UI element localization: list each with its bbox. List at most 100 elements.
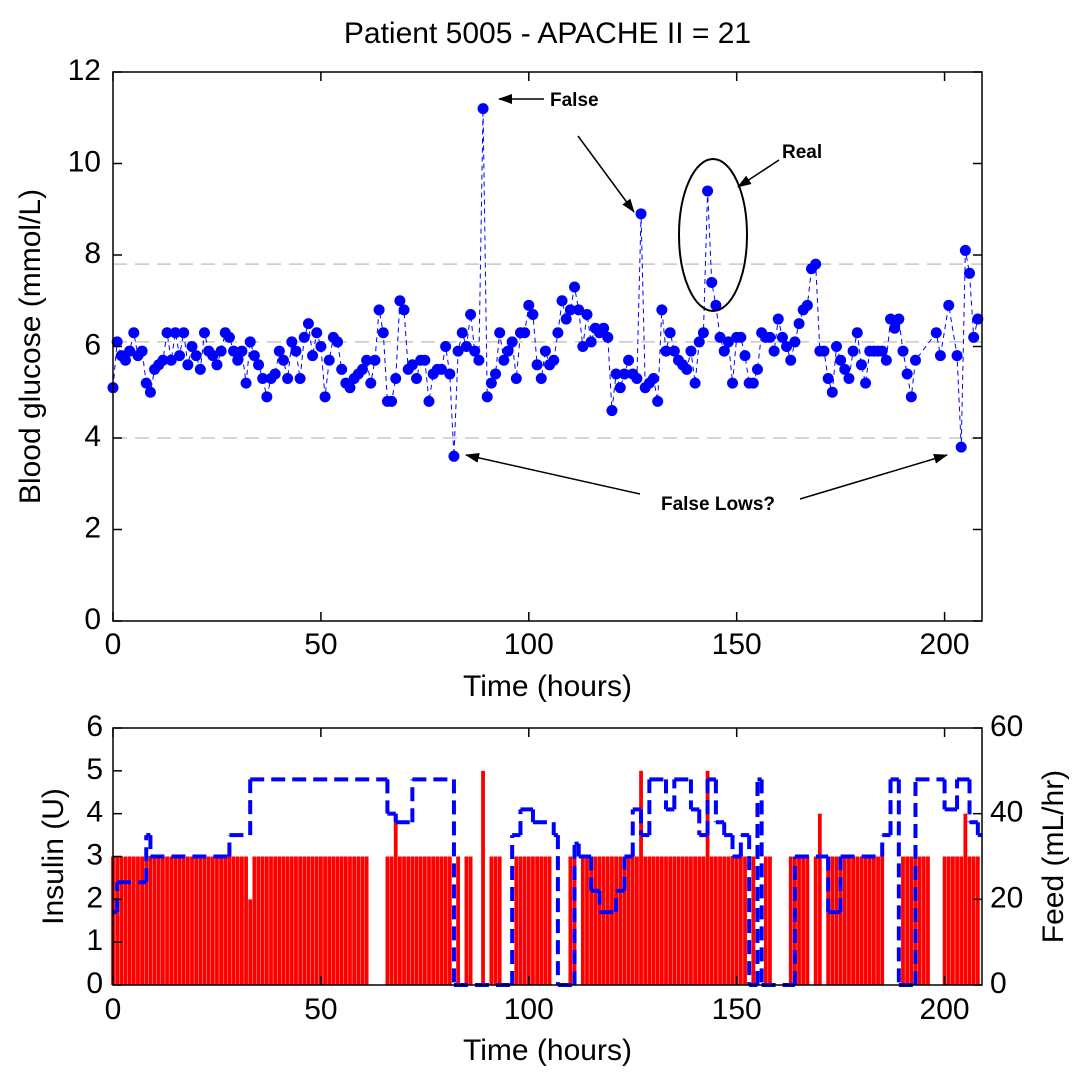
data-point <box>876 345 888 357</box>
insulin-bar <box>605 856 610 985</box>
insulin-bar <box>655 856 660 985</box>
y-tick-label: 2 <box>86 881 103 914</box>
insulin-bar <box>277 856 282 985</box>
data-point <box>843 373 855 385</box>
data-point <box>319 391 331 403</box>
insulin-bar <box>763 856 768 985</box>
insulin-bar <box>614 856 619 985</box>
insulin-bar <box>331 856 336 985</box>
insulin-bar <box>701 856 706 985</box>
data-point <box>282 373 294 385</box>
data-point <box>215 345 227 357</box>
insulin-bar <box>585 856 589 985</box>
insulin-bar <box>801 856 806 985</box>
data-point <box>411 373 423 385</box>
data-point <box>623 354 635 366</box>
insulin-bar <box>855 856 860 985</box>
data-point <box>190 350 202 362</box>
data-point <box>897 345 909 357</box>
insulin-bar <box>127 856 132 985</box>
data-point <box>789 336 801 348</box>
insulin-bar <box>464 856 469 985</box>
insulin-bar <box>664 856 668 985</box>
insulin-bar <box>514 856 519 985</box>
arrow <box>465 452 641 495</box>
x-axis-label: Time (hours) <box>463 670 632 703</box>
data-point <box>959 244 971 256</box>
arrow <box>737 159 780 188</box>
data-point <box>253 359 265 371</box>
data-point <box>577 341 589 352</box>
insulin-bar <box>248 899 253 985</box>
insulin-bar <box>456 856 461 985</box>
insulin-bar <box>826 856 831 985</box>
data-point <box>174 350 186 362</box>
insulin-bar <box>788 856 793 985</box>
x-tick-label: 100 <box>504 993 554 1026</box>
data-point <box>286 336 298 348</box>
insulin-bar <box>385 856 390 985</box>
insulin-bar <box>160 856 165 985</box>
insulin-bar <box>580 856 585 985</box>
data-point <box>585 336 597 348</box>
insulin-bar <box>942 856 947 985</box>
insulin-bar <box>439 856 444 985</box>
insulin-bar <box>618 856 623 985</box>
insulin-bar <box>830 856 835 985</box>
data-point <box>905 391 917 403</box>
data-point <box>498 354 510 366</box>
data-point <box>685 345 697 357</box>
data-point <box>485 377 497 389</box>
insulin-bar <box>768 856 772 985</box>
data-point <box>232 354 244 366</box>
data-point <box>581 308 593 320</box>
arrow <box>577 135 635 213</box>
y-tick-label: 4 <box>86 796 103 829</box>
y-tick-label: 2 <box>84 511 101 544</box>
data-point <box>481 391 493 403</box>
y2-axis-label: Feed (mL/hr) <box>1037 770 1070 943</box>
insulin-bar <box>194 856 199 985</box>
data-point <box>473 354 485 366</box>
insulin-bar <box>231 856 236 985</box>
annotation: Real <box>782 142 822 163</box>
data-point <box>660 345 672 357</box>
insulin-bar <box>281 856 286 985</box>
data-point <box>223 331 235 343</box>
insulin-bar <box>693 856 698 985</box>
insulin-bar <box>705 770 710 985</box>
y2-tick-label: 60 <box>990 710 1023 743</box>
data-point <box>290 345 302 357</box>
data-point <box>826 386 838 398</box>
data-point <box>718 345 730 357</box>
insulin-bar <box>859 856 864 985</box>
x-tick-label: 150 <box>712 628 762 661</box>
data-point <box>885 313 897 325</box>
insulin-bar <box>697 856 702 985</box>
insulin-bar <box>535 856 540 985</box>
data-point <box>810 258 822 270</box>
data-point <box>398 304 410 316</box>
data-point <box>506 336 518 348</box>
data-point <box>144 386 156 398</box>
insulin-bar <box>651 856 656 985</box>
data-point <box>714 331 726 343</box>
data-point <box>315 341 327 352</box>
insulin-bar <box>169 856 174 985</box>
insulin-bar <box>909 856 914 985</box>
insulin-bar <box>713 856 718 985</box>
insulin-bar <box>813 856 818 985</box>
data-point <box>119 354 131 366</box>
insulin-bar <box>173 856 178 985</box>
y-tick-label: 8 <box>84 237 101 270</box>
insulin-bar <box>360 856 365 985</box>
insulin-bar <box>144 856 149 985</box>
data-point <box>656 304 668 316</box>
data-point <box>178 327 190 339</box>
data-point <box>697 327 709 339</box>
data-point <box>269 368 281 380</box>
insulin-bar <box>177 856 182 985</box>
insulin-bar <box>493 856 498 985</box>
data-point <box>494 327 506 339</box>
